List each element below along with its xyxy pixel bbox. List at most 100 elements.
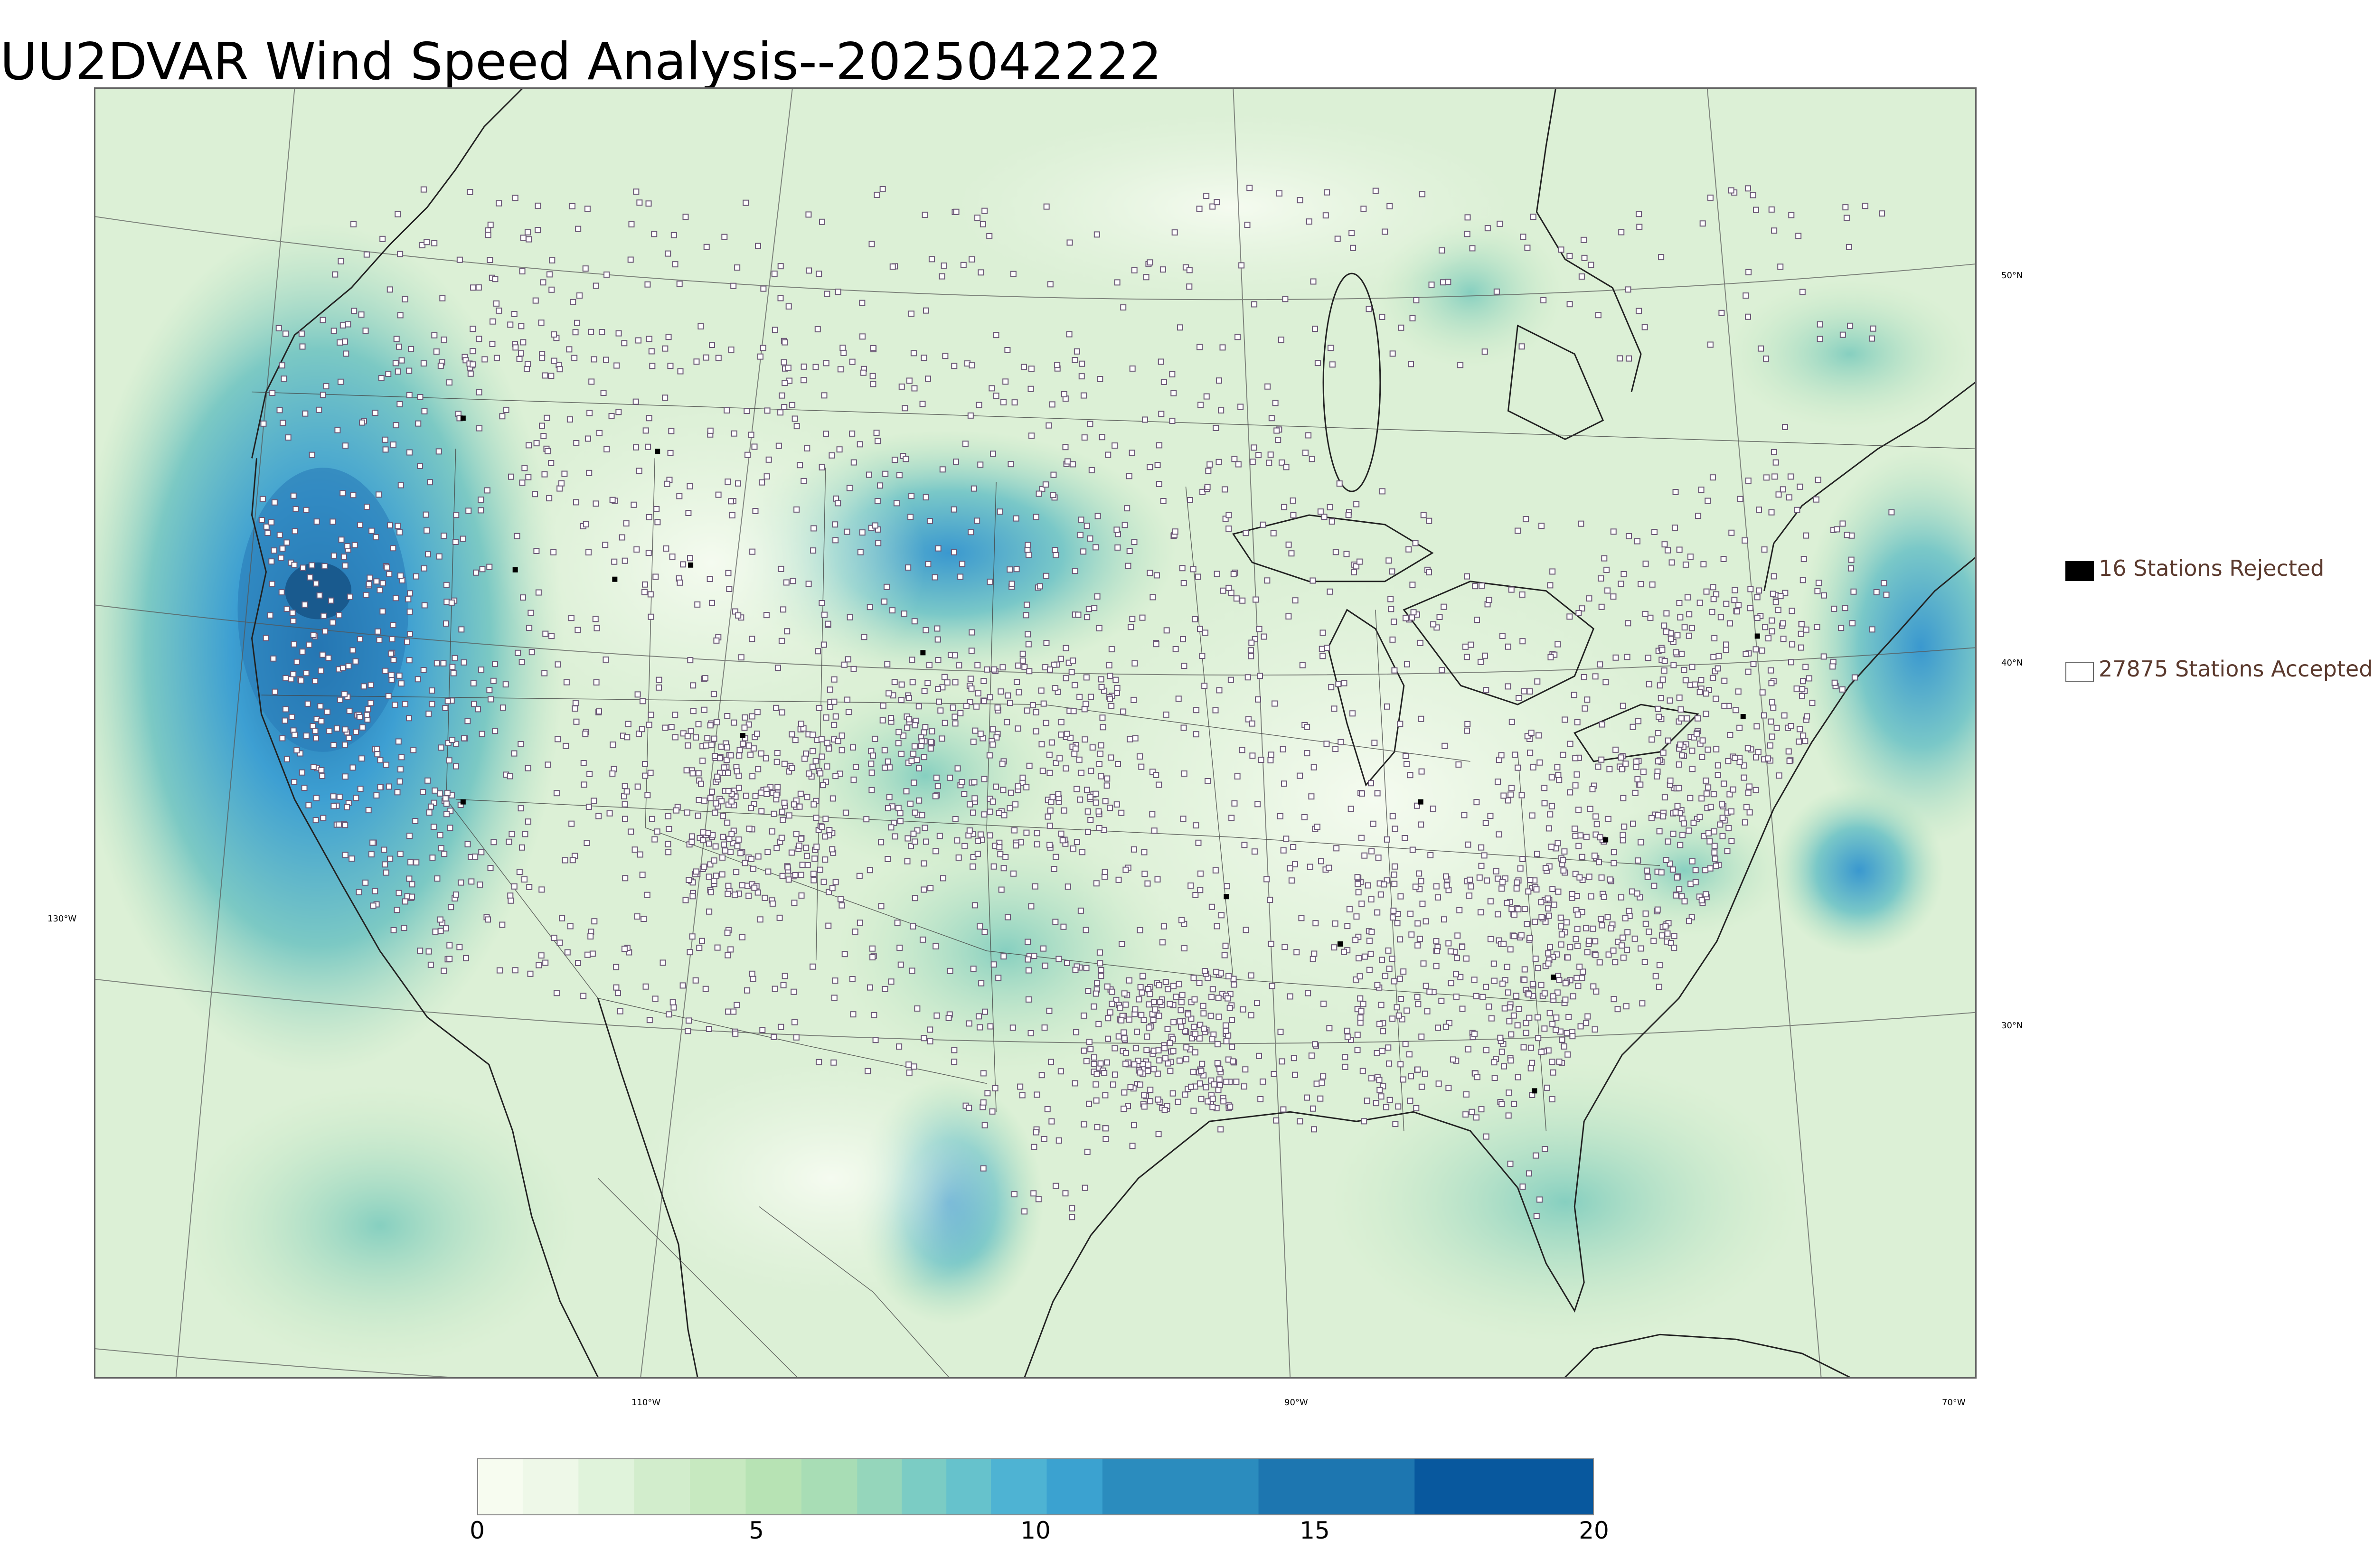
station-marker xyxy=(1389,636,1396,643)
station-marker xyxy=(1671,944,1677,951)
station-marker xyxy=(1703,711,1709,717)
station-marker xyxy=(1635,857,1641,864)
station-marker xyxy=(1499,879,1506,885)
station-marker xyxy=(869,954,876,961)
station-marker xyxy=(1272,400,1279,406)
station-marker xyxy=(1414,994,1421,1000)
station-marker xyxy=(1394,911,1401,917)
station-marker xyxy=(443,582,450,588)
station-marker xyxy=(406,367,413,374)
station-marker xyxy=(1667,697,1673,704)
station-marker xyxy=(1770,591,1776,597)
station-marker xyxy=(1102,1125,1109,1132)
station-marker xyxy=(954,765,961,772)
station-marker xyxy=(707,576,713,582)
station-marker xyxy=(1641,958,1648,965)
station-marker xyxy=(1025,939,1031,945)
station-marker xyxy=(1091,1003,1097,1010)
station-marker xyxy=(1234,334,1241,340)
station-marker xyxy=(702,986,709,992)
station-marker xyxy=(1564,1051,1571,1058)
station-marker xyxy=(1094,980,1101,986)
station-marker xyxy=(1268,940,1274,947)
station-marker xyxy=(381,846,387,853)
station-marker xyxy=(1787,473,1794,480)
station-marker xyxy=(1728,187,1734,194)
station-marker xyxy=(799,862,806,868)
station-marker xyxy=(935,685,942,692)
station-marker xyxy=(396,343,402,350)
station-marker xyxy=(1085,988,1092,994)
station-marker xyxy=(1535,1014,1541,1021)
station-marker xyxy=(298,330,305,337)
station-marker xyxy=(1153,641,1159,648)
station-marker xyxy=(1596,959,1603,966)
station-marker xyxy=(695,770,702,777)
station-marker xyxy=(1747,605,1753,611)
station-marker xyxy=(407,859,414,865)
station-marker xyxy=(1477,658,1484,665)
station-marker xyxy=(725,891,731,897)
station-marker xyxy=(323,383,330,390)
station-marker xyxy=(1795,233,1802,239)
station-marker xyxy=(822,833,829,840)
station-marker xyxy=(1101,1070,1108,1076)
station-marker xyxy=(1511,1100,1517,1107)
station-marker xyxy=(1700,561,1707,568)
station-marker xyxy=(883,583,890,590)
station-marker xyxy=(1508,718,1515,725)
station-marker xyxy=(1847,565,1854,572)
station-marker xyxy=(1083,522,1090,529)
station-marker xyxy=(742,860,748,866)
station-marker xyxy=(773,845,780,852)
station-marker xyxy=(1672,809,1679,816)
station-marker xyxy=(849,430,856,437)
station-marker xyxy=(1094,593,1101,600)
station-marker xyxy=(1155,1096,1161,1103)
station-marker xyxy=(1646,929,1652,935)
station-marker xyxy=(1180,816,1187,822)
station-marker xyxy=(772,986,778,992)
station-marker xyxy=(1251,444,1257,451)
station-marker xyxy=(1077,907,1084,914)
station-marker xyxy=(874,498,881,505)
station-marker xyxy=(1558,246,1564,253)
station-marker xyxy=(1610,947,1617,954)
station-marker xyxy=(1745,269,1752,275)
station-marker xyxy=(1014,678,1020,685)
station-marker xyxy=(1255,452,1262,459)
station-marker xyxy=(1690,819,1697,826)
station-marker xyxy=(622,801,628,807)
station-marker xyxy=(700,837,707,844)
station-marker xyxy=(570,299,576,305)
station-marker xyxy=(442,704,449,711)
station-marker xyxy=(654,519,661,526)
station-marker xyxy=(532,297,539,304)
station-marker xyxy=(1445,940,1452,947)
station-marker xyxy=(1277,1028,1284,1035)
station-marker xyxy=(1659,676,1666,683)
station-marker xyxy=(951,506,957,513)
station-marker xyxy=(1741,762,1747,769)
station-marker xyxy=(1033,709,1039,715)
station-marker xyxy=(1149,594,1156,601)
station-marker xyxy=(914,1005,921,1012)
station-marker xyxy=(911,1063,917,1070)
station-marker xyxy=(966,827,973,834)
station-marker xyxy=(1391,619,1397,625)
station-marker xyxy=(953,208,960,215)
station-marker xyxy=(1225,584,1232,591)
station-marker xyxy=(743,199,749,206)
station-marker xyxy=(1626,533,1632,540)
station-marker xyxy=(642,772,649,779)
station-marker xyxy=(1015,725,1021,732)
station-marker xyxy=(713,800,719,807)
station-marker xyxy=(832,879,839,885)
station-marker xyxy=(528,610,534,616)
station-marker xyxy=(1033,514,1039,520)
station-marker xyxy=(1752,787,1759,793)
station-marker xyxy=(832,977,838,984)
station-marker xyxy=(684,809,690,816)
station-marker xyxy=(608,413,615,420)
station-marker xyxy=(652,995,659,1002)
